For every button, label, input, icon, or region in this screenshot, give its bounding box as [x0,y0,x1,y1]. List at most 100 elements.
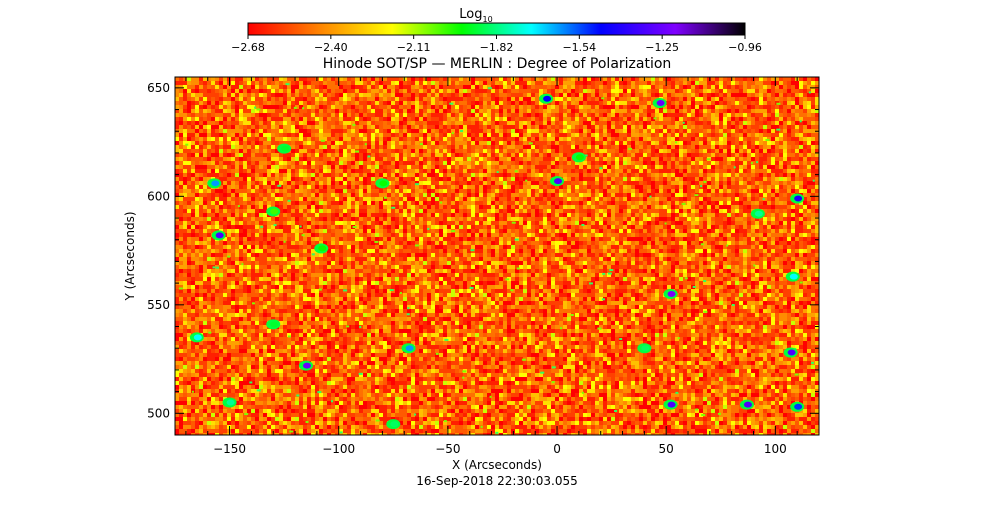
heatmap-cell [711,129,715,133]
heatmap-cell [323,173,327,177]
heatmap-cell [431,193,435,197]
heatmap-cell [435,85,439,89]
heatmap-cell [447,121,451,125]
heatmap-cell [415,153,419,157]
heatmap-cell [279,105,283,109]
heatmap-cell [379,133,383,137]
heatmap-cell [391,177,395,181]
heatmap-cell [787,133,791,137]
heatmap-cell [463,117,467,121]
heatmap-cell [499,165,503,169]
heatmap-cell [399,137,403,141]
heatmap-cell [487,193,491,197]
heatmap-cell [803,153,807,157]
heatmap-cell [515,77,519,81]
heatmap-cell [683,157,687,161]
heatmap-cell [795,153,799,157]
heatmap-cell [335,113,339,117]
heatmap-cell [799,133,803,137]
heatmap-cell [199,129,203,133]
heatmap-cell [655,117,659,121]
heatmap-cell [687,169,691,173]
heatmap-cell [623,97,627,101]
heatmap-cell [667,81,671,85]
heatmap-cell [775,77,779,81]
heatmap-cell [379,153,383,157]
heatmap-cell [711,85,715,89]
heatmap-cell [475,101,479,105]
heatmap-cell [511,105,515,109]
heatmap-cell [303,181,307,185]
heatmap-cell [363,185,367,189]
heatmap-cell [735,185,739,189]
heatmap-cell [307,169,311,173]
heatmap-cell [467,105,471,109]
heatmap-cell [283,169,287,173]
heatmap-cell [191,133,195,137]
heatmap-cell [419,189,423,193]
heatmap-cell [431,137,435,141]
heatmap-cell [423,197,427,201]
heatmap-cell [499,193,503,197]
heatmap-cell [815,193,819,197]
heatmap-cell [451,177,455,181]
heatmap-cell [287,93,291,97]
heatmap-cell [783,173,787,177]
heatmap-cell [643,117,647,121]
heatmap-cell [783,105,787,109]
heatmap-cell [595,97,599,101]
heatmap-cell [587,121,591,125]
heatmap-cell [271,137,275,141]
heatmap-cell [671,189,675,193]
heatmap-cell [783,121,787,125]
heatmap-cell [207,101,211,105]
heatmap-cell [779,181,783,185]
heatmap-cell [279,129,283,133]
heatmap-cell [771,169,775,173]
heatmap-cell [495,185,499,189]
heatmap-cell [647,165,651,169]
heatmap-cell [527,105,531,109]
heatmap-cell [199,149,203,153]
heatmap-cell [615,105,619,109]
heatmap-cell [359,181,363,185]
heatmap-cell [475,125,479,129]
heatmap-cell [683,181,687,185]
heatmap-cell [703,93,707,97]
heatmap-cell [607,173,611,177]
heatmap-cell [203,97,207,101]
heatmap-cell [335,105,339,109]
heatmap-cell [463,161,467,165]
heatmap-cell [215,113,219,117]
heatmap-cell [311,77,315,81]
heatmap-cell [479,161,483,165]
heatmap-cell [571,185,575,189]
heatmap-cell [631,117,635,121]
heatmap-cell [259,113,263,117]
heatmap-cell [423,185,427,189]
heatmap-cell [387,77,391,81]
heatmap-cell [679,133,683,137]
heatmap-cell [219,133,223,137]
heatmap-cell [735,93,739,97]
heatmap-cell [239,137,243,141]
heatmap-cell [803,101,807,105]
heatmap-cell [351,173,355,177]
heatmap-cell [659,85,663,89]
heatmap-cell [703,129,707,133]
heatmap-cell [587,141,591,145]
heatmap-cell [427,141,431,145]
heatmap-cell [455,113,459,117]
heatmap-cell [695,101,699,105]
heatmap-cell [799,101,803,105]
heatmap-cell [599,181,603,185]
heatmap-cell [207,185,211,189]
heatmap-cell [787,85,791,89]
heatmap-cell [643,173,647,177]
heatmap-cell [663,197,667,201]
heatmap-cell [755,197,759,201]
heatmap-cell [447,101,451,105]
heatmap-cell [319,129,323,133]
heatmap-cell [471,117,475,121]
heatmap-cell [647,197,651,201]
